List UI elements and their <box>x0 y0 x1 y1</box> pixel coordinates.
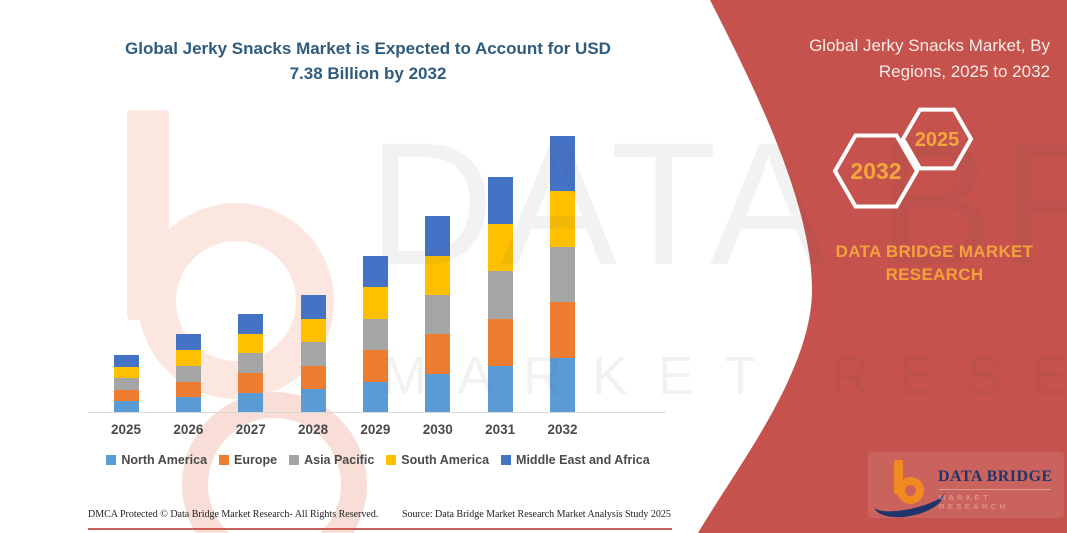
side-panel-path <box>698 0 1067 533</box>
bar-segment-north-america <box>238 393 264 413</box>
legend-item-europe: Europe <box>219 453 277 467</box>
bar-segment-south-america <box>425 255 451 295</box>
legend-swatch-north-america <box>106 455 117 465</box>
x-axis-line <box>88 412 666 413</box>
hexagon-2025-outline <box>900 107 974 171</box>
bar-segment-asia-pacific <box>425 294 451 335</box>
legend-label-europe: Europe <box>234 453 278 467</box>
bar-2027 <box>238 313 264 413</box>
bar-2031 <box>487 176 513 413</box>
x-tick-2028: 2028 <box>298 422 329 437</box>
hexagon-2025-label: 2025 <box>915 129 960 151</box>
bar-2026 <box>175 334 201 413</box>
bar-2025 <box>113 354 139 413</box>
legend-swatch-middle-east-and-africa <box>501 455 512 465</box>
legend-label-middle-east-and-africa: Middle East and Africa <box>516 453 650 467</box>
logo-subtitle: MARKET RESEARCH <box>939 489 1051 511</box>
footer-divider-line <box>88 528 672 530</box>
bar-segment-south-america <box>113 366 139 379</box>
bar-segment-europe <box>550 302 576 358</box>
bar-2028 <box>300 294 326 413</box>
legend-item-middle-east-and-africa: Middle East and Africa <box>501 453 650 467</box>
bar-segment-south-america <box>238 333 264 354</box>
logo-title: DATA BRIDGE <box>938 468 1053 485</box>
bar-segment-europe <box>362 350 388 382</box>
legend-swatch-asia-pacific <box>289 455 300 465</box>
bar-segment-asia-pacific <box>175 365 201 382</box>
bar-segment-europe <box>487 318 513 366</box>
bar-segment-asia-pacific <box>487 271 513 319</box>
legend-item-south-america: South America <box>386 453 489 467</box>
bar-segment-middle-east-and-africa <box>238 313 264 334</box>
brand-wordmark: DATA BRIDGE MARKET RESEARCH <box>835 242 1034 284</box>
bar-segment-asia-pacific <box>238 353 264 374</box>
x-tick-2030: 2030 <box>422 422 453 437</box>
bar-segment-north-america <box>487 365 513 413</box>
legend-item-asia-pacific: Asia Pacific <box>289 453 374 467</box>
bar-segment-asia-pacific <box>362 318 388 350</box>
legend-item-north-america: North America <box>106 453 207 467</box>
x-tick-2031: 2031 <box>485 422 516 437</box>
bar-segment-asia-pacific <box>113 378 139 390</box>
x-tick-2032: 2032 <box>547 422 578 437</box>
bar-segment-north-america <box>425 373 451 413</box>
x-tick-2027: 2027 <box>235 422 266 437</box>
bar-segment-south-america <box>487 224 513 272</box>
bar-segment-asia-pacific <box>300 342 326 366</box>
bar-segment-middle-east-and-africa <box>550 135 576 191</box>
hexagon-2032-outline <box>832 133 920 209</box>
legend-label-north-america: North America <box>121 453 208 467</box>
bar-segment-middle-east-and-africa <box>175 334 201 350</box>
bar-segment-south-america <box>362 287 388 319</box>
legend-label-south-america: South America <box>401 453 490 467</box>
footer-source-text: Source: Data Bridge Market Research Mark… <box>402 509 671 520</box>
x-tick-2026: 2026 <box>173 422 204 437</box>
bar-segment-europe <box>238 373 264 394</box>
bar-segment-north-america <box>550 357 576 413</box>
chart-legend: North America Europe Asia Pacific South Ame… <box>88 453 668 467</box>
bar-segment-north-america <box>362 381 388 413</box>
bar-segment-south-america <box>300 318 326 343</box>
bar-segment-middle-east-and-africa <box>362 255 388 287</box>
legend-swatch-south-america <box>386 455 397 465</box>
x-tick-2025: 2025 <box>110 422 142 437</box>
data-bridge-logo-icon <box>870 458 948 524</box>
bar-segment-europe <box>300 365 326 390</box>
legend-swatch-europe <box>219 455 230 465</box>
side-panel-heading: Global Jerky Snacks Market, By Regions, … <box>809 36 1050 81</box>
bar-segment-asia-pacific <box>550 246 576 302</box>
footer-dmca-text: DMCA Protected © Data Bridge Market Rese… <box>88 509 379 520</box>
bar-segment-north-america <box>300 389 326 413</box>
hexagon-2032-label: 2032 <box>850 158 901 184</box>
legend-label-asia-pacific: Asia Pacific <box>304 453 375 467</box>
bar-segment-south-america <box>175 350 201 366</box>
bar-segment-europe <box>425 334 451 374</box>
bar-segment-middle-east-and-africa <box>113 354 139 367</box>
bar-2032 <box>550 135 576 413</box>
bar-segment-middle-east-and-africa <box>425 216 451 256</box>
bar-segment-south-america <box>550 191 576 247</box>
bar-segment-middle-east-and-africa <box>487 176 513 224</box>
x-tick-2029: 2029 <box>360 422 391 437</box>
logo-b-bowl <box>897 477 924 504</box>
hexagon-badges: 2032 2025 <box>832 107 974 209</box>
bar-segment-north-america <box>175 397 201 413</box>
bar-segment-north-america <box>113 401 139 413</box>
bar-segment-europe <box>113 389 139 402</box>
bar-segment-middle-east-and-africa <box>300 294 326 319</box>
bar-2030 <box>425 216 451 413</box>
logo-b-stem <box>894 460 903 494</box>
bar-2029 <box>362 255 388 413</box>
bar-segment-europe <box>175 381 201 398</box>
chart-title: Global Jerky Snacks Market is Expected t… <box>125 39 611 83</box>
